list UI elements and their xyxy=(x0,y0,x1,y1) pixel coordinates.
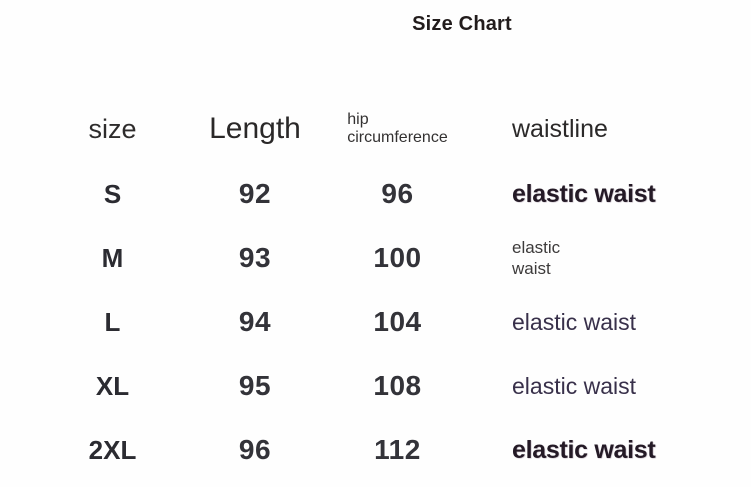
page-title: Size Chart xyxy=(412,13,512,35)
cell-waistline-2xl: elastic waist xyxy=(512,435,656,464)
header-cell-waistline: waistline xyxy=(512,114,608,143)
hip-header-line2: circumference xyxy=(347,129,448,146)
cell-length-s: 92 xyxy=(238,178,272,209)
cell-hip-2xl: 112 xyxy=(374,434,421,465)
cell-size-xl: XL xyxy=(95,370,130,401)
header-cell-length: Length xyxy=(209,112,301,145)
cell-waistline-xl: elastic waist xyxy=(512,372,636,399)
cell-hip-s: 96 xyxy=(381,178,414,209)
cell-length-m: 93 xyxy=(238,242,272,273)
cell-waistline-m: elastic waist xyxy=(460,226,751,290)
cell-length-xl: 95 xyxy=(238,370,272,401)
cell-size-l: L xyxy=(104,306,121,337)
cell-hip-m: 100 xyxy=(373,242,422,273)
header-cell-size: size xyxy=(88,113,137,144)
cell-hip-xl: 108 xyxy=(373,370,422,401)
cell-length-2xl: 96 xyxy=(238,434,272,465)
header-cell-hip-circumference: hip circumference xyxy=(335,96,460,162)
waistline-text-m: elastic waist xyxy=(512,237,561,278)
size-chart-table: size Length hip circumference waistline S… xyxy=(50,96,751,482)
cell-length-l: 94 xyxy=(238,306,272,337)
cell-waistline-s: elastic waist xyxy=(512,179,656,208)
cell-size-m: M xyxy=(101,242,124,273)
cell-waistline-l: elastic waist xyxy=(512,308,636,335)
hip-header-line1: hip xyxy=(347,111,369,129)
cell-hip-l: 104 xyxy=(373,306,422,337)
cell-size-s: S xyxy=(103,178,122,209)
cell-size-2xl: 2XL xyxy=(88,434,137,465)
hip-header-lines: hip circumference xyxy=(347,111,447,147)
